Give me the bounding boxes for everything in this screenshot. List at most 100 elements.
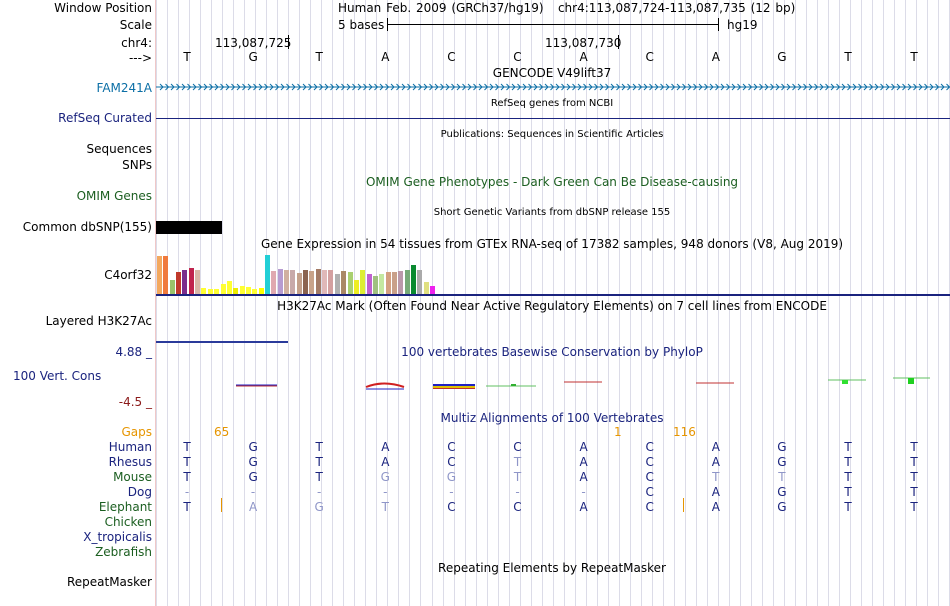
gtex-tissue-bar[interactable] (334, 274, 340, 294)
species-label[interactable]: Zebrafish (95, 545, 152, 559)
gtex-expression-bars[interactable] (156, 254, 556, 294)
cons-track-title[interactable]: 100 vertebrates Basewise Conservation by… (401, 345, 703, 359)
h3k27ac-signal[interactable] (156, 341, 288, 343)
gtex-tissue-bar[interactable] (309, 271, 315, 294)
refseq-label[interactable]: RefSeq Curated (58, 111, 152, 125)
gtex-tissue-bar[interactable] (296, 273, 302, 294)
gencode-strand-chevron (357, 83, 362, 91)
h3k27ac-track-title[interactable]: H3K27Ac Mark (Often Found Near Active Re… (277, 299, 827, 313)
gencode-strand-chevron (704, 83, 709, 91)
gtex-tissue-bar[interactable] (284, 270, 289, 294)
gtex-tissue-bar[interactable] (417, 270, 423, 294)
alignment-base: C (447, 500, 456, 514)
repeatmasker-label[interactable]: RepeatMasker (66, 575, 152, 589)
base-letter: A (711, 50, 720, 64)
gridline (233, 0, 234, 606)
snps-label[interactable]: SNPs (122, 158, 152, 172)
gtex-tissue-bar[interactable] (252, 289, 258, 294)
gtex-tissue-bar[interactable] (341, 271, 347, 294)
alignment-base: C (645, 440, 654, 454)
gtex-tissue-bar[interactable] (176, 272, 181, 294)
gtex-tissue-bar[interactable] (163, 256, 169, 294)
gtex-tissue-bar[interactable] (404, 270, 410, 294)
alignment-base: - (581, 485, 586, 499)
gtex-tissue-bar[interactable] (385, 272, 391, 294)
gtex-tissue-bar[interactable] (220, 284, 226, 294)
gtex-gene-label[interactable]: C4orf32 (104, 268, 152, 282)
gtex-tissue-bar[interactable] (245, 287, 251, 294)
gtex-tissue-bar[interactable] (264, 255, 270, 294)
publications-track-title[interactable]: Publications: Sequences in Scientific Ar… (440, 129, 664, 140)
gtex-tissue-bar[interactable] (391, 272, 397, 294)
gencode-gene-label[interactable]: FAM241A (96, 81, 152, 95)
gtex-tissue-bar[interactable] (214, 289, 220, 294)
alignment-base: A (579, 455, 588, 469)
gtex-tissue-bar[interactable] (182, 270, 188, 294)
species-label[interactable]: Human (108, 440, 152, 454)
omim-label[interactable]: OMIM Genes (76, 189, 152, 203)
species-label[interactable]: Dog (127, 485, 152, 499)
gencode-track-title[interactable]: GENCODE V49lift37 (492, 66, 612, 80)
gridline (828, 0, 829, 606)
gtex-tissue-bar[interactable] (258, 288, 264, 294)
gtex-tissue-bar[interactable] (157, 256, 162, 294)
refseq-track-title[interactable]: RefSeq genes from NCBI (490, 98, 614, 109)
gencode-gene-model[interactable] (156, 80, 950, 94)
gencode-strand-chevron (539, 83, 544, 91)
species-label[interactable]: Elephant (98, 500, 152, 514)
species-label[interactable]: Mouse (113, 470, 152, 484)
gtex-tissue-bar[interactable] (201, 288, 207, 294)
sequences-label[interactable]: Sequences (86, 142, 152, 156)
alignment-base: T (910, 470, 918, 484)
multiz-track-title[interactable]: Multiz Alignments of 100 Vertebrates (440, 411, 664, 425)
gtex-tissue-bar[interactable] (353, 280, 359, 294)
alignment-base: G (380, 470, 390, 484)
base-letter: C (447, 50, 456, 64)
alignment-base: A (579, 440, 588, 454)
refseq-gene-line[interactable] (156, 118, 950, 119)
gtex-tissue-bar[interactable] (360, 270, 366, 294)
dbsnp-variant-block[interactable] (156, 221, 222, 234)
gtex-gene-line[interactable] (156, 294, 950, 296)
species-label[interactable]: X_tropicalis (83, 530, 152, 544)
cons-label[interactable]: 100 Vert. Cons (13, 369, 102, 383)
gtex-tissue-bar[interactable] (169, 280, 175, 294)
window-position-value[interactable]: Human Feb. 2009 (GRCh37/hg19) chr4:113,0… (338, 1, 796, 15)
gridline (861, 0, 862, 606)
omim-track-title[interactable]: OMIM Gene Phenotypes - Dark Green Can Be… (365, 175, 739, 189)
alignment-base: T (183, 455, 191, 469)
gtex-tissue-bar[interactable] (239, 286, 245, 294)
species-label[interactable]: Chicken (104, 515, 152, 529)
gtex-tissue-bar[interactable] (398, 271, 404, 294)
dbsnp-label[interactable]: Common dbSNP(155) (22, 220, 152, 234)
gtex-tissue-bar[interactable] (372, 276, 378, 294)
gtex-tissue-bar[interactable] (328, 270, 334, 294)
gtex-tissue-bar[interactable] (195, 270, 201, 294)
gtex-tissue-bar[interactable] (207, 289, 213, 294)
repeatmasker-track-title[interactable]: Repeating Elements by RepeatMasker (438, 561, 666, 575)
species-label[interactable]: Rhesus (108, 455, 152, 469)
cons-plot[interactable] (156, 370, 950, 394)
gtex-tissue-bar[interactable] (379, 274, 385, 294)
gtex-tissue-bar[interactable] (290, 270, 296, 294)
gencode-strand-chevron (935, 83, 940, 91)
gtex-tissue-bar[interactable] (233, 288, 239, 294)
gtex-tissue-bar[interactable] (430, 286, 436, 294)
gtex-tissue-bar[interactable] (303, 270, 308, 294)
gtex-tissue-bar[interactable] (411, 265, 416, 294)
gtex-tissue-bar[interactable] (322, 270, 328, 294)
gtex-tissue-bar[interactable] (226, 281, 232, 294)
gtex-tissue-bar[interactable] (271, 271, 277, 294)
gtex-tissue-bar[interactable] (347, 272, 353, 294)
gtex-tissue-bar[interactable] (315, 269, 321, 294)
h3k27ac-label[interactable]: Layered H3K27Ac (45, 314, 152, 328)
gtex-tissue-bar[interactable] (423, 282, 429, 294)
gtex-tissue-bar[interactable] (366, 274, 372, 294)
gtex-track-title[interactable]: Gene Expression in 54 tissues from GTEx … (260, 237, 844, 251)
dbsnp-track-title[interactable]: Short Genetic Variants from dbSNP releas… (433, 207, 671, 218)
gtex-tissue-bar[interactable] (277, 269, 283, 294)
gencode-strand-chevron (390, 83, 395, 91)
gencode-strand-chevron (792, 83, 797, 91)
gtex-tissue-bar[interactable] (188, 268, 194, 294)
gencode-strand-chevron (874, 83, 879, 91)
